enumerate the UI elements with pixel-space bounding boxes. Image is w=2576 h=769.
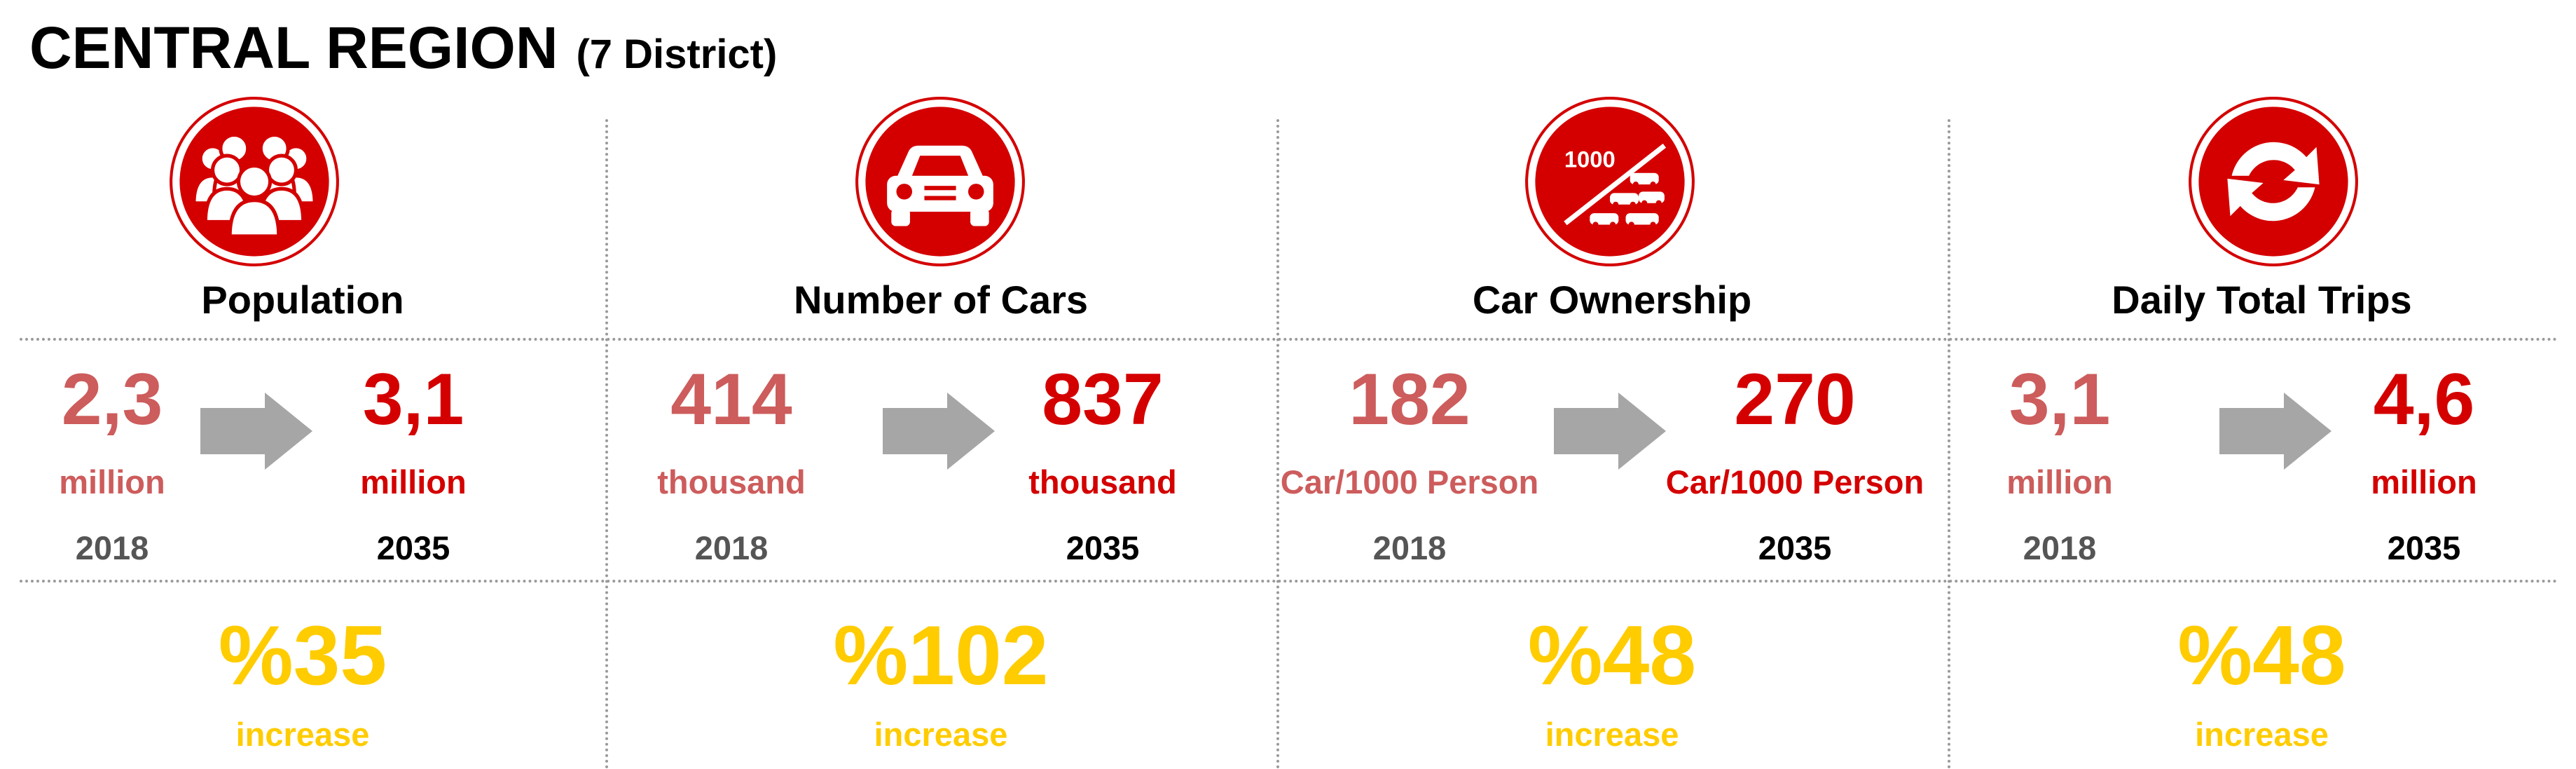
- stat-column-car-ownership: 1000 Car Ownership 182 Car/1000 Person 2…: [1276, 0, 1948, 769]
- stat-column-population: Population 2,3 million 2018 3,1 million …: [0, 0, 605, 769]
- page-title: CENTRAL REGION (7 District): [29, 14, 777, 82]
- year-2035: 2035: [2387, 529, 2461, 566]
- unit-2035: thousand: [1028, 463, 1177, 501]
- change-percent: %35: [218, 608, 387, 702]
- change-percent: %48: [1527, 608, 1697, 702]
- stat-column-daily-total-trips: Daily Total Trips 3,1 million 2018 4,6 m…: [1948, 0, 2576, 769]
- unit-2018: Car/1000 Person: [1280, 463, 1539, 501]
- year-2018: 2018: [2023, 529, 2097, 566]
- value-2018: 3,1: [2009, 359, 2111, 440]
- row-divider: [20, 580, 2559, 583]
- change-label: increase: [1545, 716, 1679, 753]
- unit-2018: million: [59, 463, 165, 501]
- value-2035: 837: [1042, 359, 1164, 440]
- unit-2018: million: [2006, 463, 2113, 501]
- arrow-right-icon: [883, 393, 995, 470]
- stat-column-number-of-cars: Number of Cars 414 thousand 2018 837 tho…: [605, 0, 1276, 769]
- year-2018: 2018: [75, 529, 149, 566]
- value-2018: 2,3: [61, 359, 163, 440]
- arrow-right-icon: [2219, 393, 2332, 470]
- change-label: increase: [2195, 716, 2329, 753]
- value-2018: 182: [1349, 359, 1470, 440]
- unit-2035: Car/1000 Person: [1665, 463, 1924, 501]
- column-divider: [1276, 119, 1279, 769]
- unit-2035: million: [2371, 463, 2477, 501]
- category-label: Population: [201, 278, 404, 322]
- circular-arrows-icon: [2189, 97, 2358, 266]
- column-divider: [1948, 119, 1950, 769]
- category-label: Number of Cars: [793, 278, 1089, 322]
- region-title: CENTRAL REGION: [29, 15, 558, 81]
- year-2018: 2018: [694, 529, 769, 566]
- change-percent: %102: [833, 608, 1049, 702]
- category-label: Daily Total Trips: [2112, 278, 2412, 322]
- category-label: Car Ownership: [1472, 278, 1752, 322]
- column-divider: [605, 119, 608, 769]
- change-percent: %48: [2177, 608, 2346, 702]
- region-subtitle: (7 District): [576, 32, 778, 77]
- icon-number: 1000: [1564, 147, 1616, 172]
- row-divider: [20, 338, 2559, 341]
- value-2035: 3,1: [362, 359, 464, 440]
- value-2018: 414: [670, 359, 792, 440]
- year-2035: 2035: [1758, 529, 1832, 566]
- car-ownership-icon: 1000: [1525, 97, 1695, 266]
- unit-2018: thousand: [657, 463, 806, 501]
- value-2035: 270: [1734, 359, 1856, 440]
- value-2035: 4,6: [2373, 359, 2475, 440]
- year-2035: 2035: [376, 529, 450, 566]
- arrow-right-icon: [1554, 393, 1666, 470]
- change-label: increase: [874, 716, 1008, 753]
- car-icon: [855, 97, 1025, 266]
- people-group-icon: [170, 97, 339, 266]
- year-2035: 2035: [1066, 529, 1140, 566]
- year-2018: 2018: [1372, 529, 1447, 566]
- arrow-right-icon: [200, 393, 312, 470]
- unit-2035: million: [360, 463, 467, 501]
- change-label: increase: [235, 716, 370, 753]
